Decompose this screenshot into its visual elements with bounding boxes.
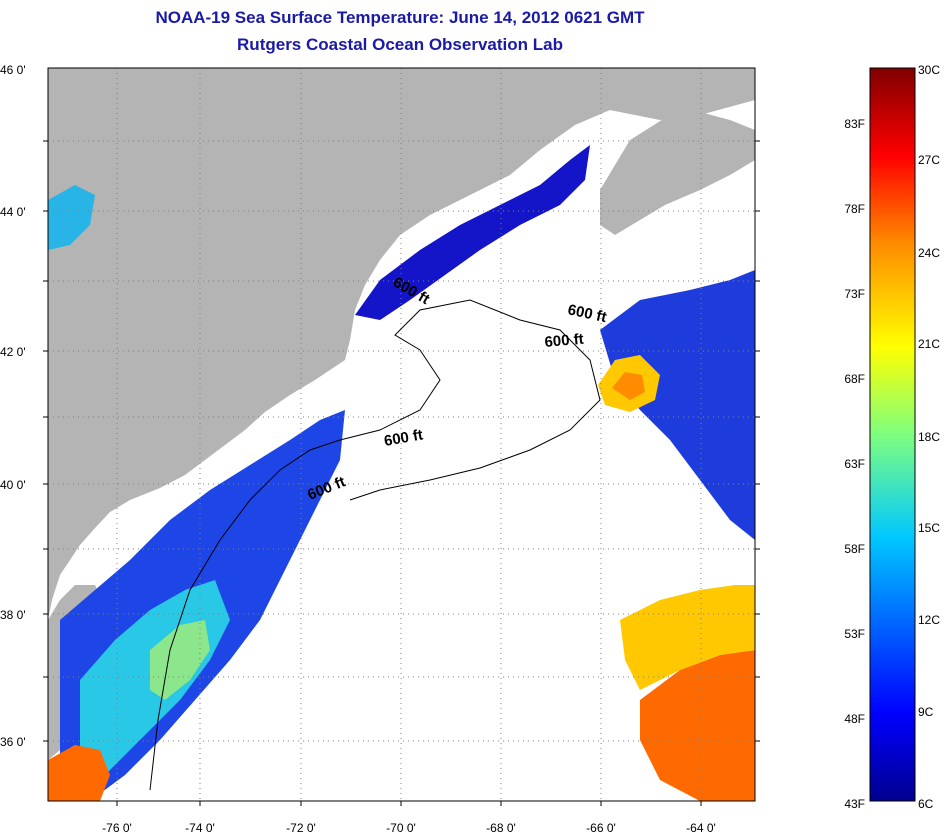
lon-tick-label: -76 0' [102, 821, 132, 835]
axis-ticks [43, 140, 760, 806]
us-mainland [48, 68, 755, 620]
colorbar-c-label: 18C [918, 430, 940, 444]
colorbar [869, 67, 916, 802]
colorbar-f-label: 43F [844, 797, 865, 811]
lon-tick-label: -64 0' [686, 821, 716, 835]
lat-tick-label: 42 0' [0, 345, 26, 359]
colorbar-f-label: 63F [844, 457, 865, 471]
colorbar-c-label: 21C [918, 337, 940, 351]
lon-tick-label: -66 0' [586, 821, 616, 835]
map-title: NOAA-19 Sea Surface Temperature: June 14… [155, 8, 645, 27]
lon-tick-label: -74 0' [185, 821, 215, 835]
colorbar-f-label: 68F [844, 372, 865, 386]
lat-tick-label: 40 0' [0, 478, 26, 492]
southeast-warm-eddy [640, 650, 755, 801]
colorbar-c-label: 15C [918, 521, 940, 535]
southeast-yellow-band [620, 585, 755, 690]
colorbar-c-label: 6C [918, 797, 934, 811]
lat-tick-label: 38 0' [0, 608, 26, 622]
lat-tick-label: 44 0' [0, 205, 26, 219]
colorbar-c-label: 12C [918, 613, 940, 627]
lat-tick-label: 36 0' [0, 735, 26, 749]
lon-tick-label: -68 0' [486, 821, 516, 835]
colorbar-f-label: 73F [844, 287, 865, 301]
colorbar-f-label: 83F [844, 117, 865, 131]
lon-tick-label: -72 0' [286, 821, 316, 835]
colorbar-c-label: 27C [918, 153, 940, 167]
map-subtitle: Rutgers Coastal Ocean Observation Lab [237, 35, 563, 54]
isobath-600ft [149, 299, 601, 791]
lon-tick-label: -70 0' [386, 821, 416, 835]
graticule [48, 68, 755, 801]
colorbar-f-label: 58F [844, 542, 865, 556]
georges-bank-warm-core [612, 372, 645, 400]
lat-tick-label: 46 0' [0, 63, 26, 77]
gulf-of-maine-cold [355, 145, 590, 320]
scotian-shelf-cold [600, 270, 755, 540]
nova-scotia-land [600, 112, 755, 235]
colorbar-f-label: 53F [844, 627, 865, 641]
colorbar-f-label: 48F [844, 712, 865, 726]
colorbar-c-label: 30C [918, 63, 940, 77]
colorbar-c-label: 24C [918, 246, 940, 260]
contour-label: 600 ft [544, 331, 585, 351]
cape-hatteras-warm [48, 745, 110, 801]
contour-label: 600 ft [383, 426, 425, 450]
colorbar-f-label: 78F [844, 202, 865, 216]
colorbar-c-label: 9C [918, 705, 934, 719]
inland-lake-patch [48, 185, 95, 250]
